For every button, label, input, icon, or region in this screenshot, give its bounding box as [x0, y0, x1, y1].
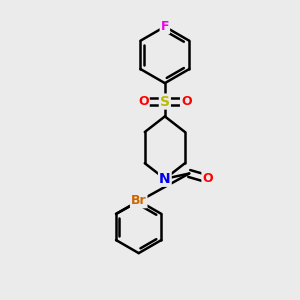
Text: O: O: [202, 172, 213, 185]
Text: S: S: [160, 94, 170, 109]
Text: O: O: [138, 95, 149, 108]
Text: Br: Br: [131, 194, 146, 207]
Text: N: N: [159, 172, 171, 186]
Text: O: O: [181, 95, 192, 108]
Text: F: F: [160, 20, 169, 33]
